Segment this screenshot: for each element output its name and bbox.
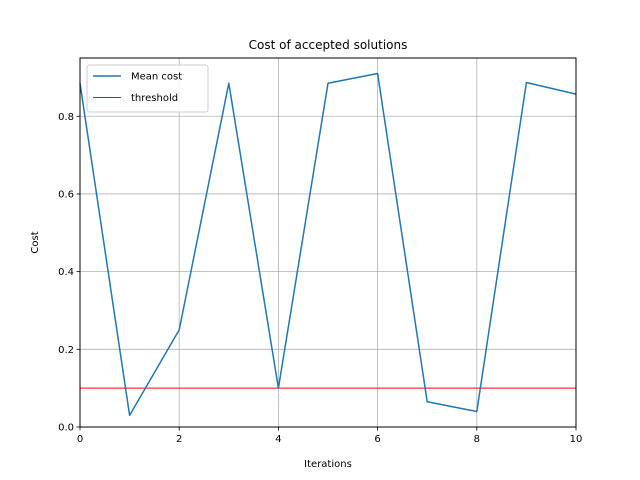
x-tick-label: 6 — [374, 434, 380, 445]
y-tick-label: 0.4 — [58, 267, 74, 278]
x-axis-label: Iterations — [304, 459, 352, 470]
y-tick-label: 0.6 — [58, 189, 74, 200]
y-tick-label: 0.0 — [58, 423, 74, 434]
y-tick-label: 0.8 — [58, 112, 74, 123]
legend: Mean cost threshold — [86, 64, 209, 113]
x-tick-label: 0 — [77, 434, 83, 445]
ticks: 0 2 4 6 8 10 0.0 0.2 0.4 0.6 0.8 — [58, 112, 582, 445]
series-lines — [79, 72, 577, 417]
x-tick-label: 4 — [275, 434, 281, 445]
y-axis-label: Cost — [30, 231, 41, 253]
plot-frame — [79, 57, 577, 428]
x-tick-label: 8 — [474, 434, 480, 445]
x-tick-label: 10 — [570, 434, 583, 445]
plot-area — [80, 58, 576, 427]
y-tick-label: 0.2 — [58, 345, 74, 356]
x-tick-label: 2 — [176, 434, 182, 445]
chart-title: Cost of accepted solutions — [249, 38, 408, 52]
legend-threshold-label: threshold — [131, 93, 178, 104]
legend-mean-cost-label: Mean cost — [131, 72, 182, 83]
